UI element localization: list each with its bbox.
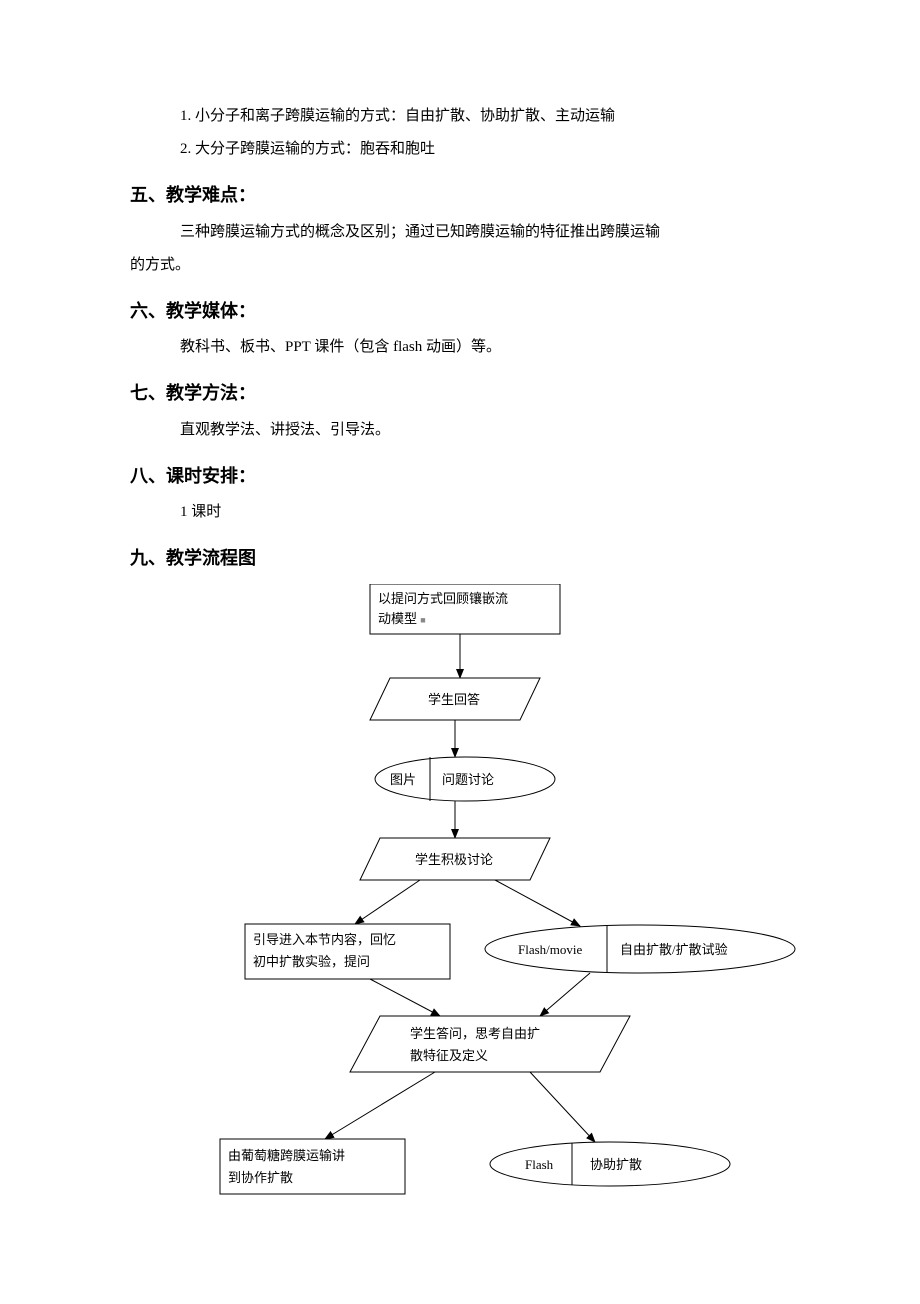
flow-node-7-line2: 散特征及定义	[410, 1048, 488, 1063]
flow-node-4-label: 学生积极讨论	[415, 852, 493, 867]
edge-7-8	[325, 1072, 435, 1139]
heading-difficulty: 五、教学难点：	[130, 176, 790, 216]
flow-node-9b-label: 协助扩散	[590, 1157, 642, 1172]
edge-7-9	[530, 1072, 595, 1142]
numbered-item-1: 1. 小分子和离子跨膜运输的方式：自由扩散、协助扩散、主动运输	[180, 100, 790, 133]
flow-node-5-line1: 引导进入本节内容，回忆	[253, 932, 396, 947]
flow-node-8-line1: 由葡萄糖跨膜运输讲	[228, 1148, 345, 1163]
flow-node-6b-label: 自由扩散/扩散试验	[620, 942, 728, 957]
flowchart-container: 以提问方式回顾镶嵌流 动模型 ■ 学生回答 图片 问题讨论 学生积极讨论 引导进…	[120, 584, 820, 1304]
flow-node-3b-label: 问题讨论	[442, 772, 494, 787]
heading-media: 六、教学媒体：	[130, 292, 790, 332]
body-method: 直观教学法、讲授法、引导法。	[180, 414, 790, 447]
flow-node-8-rect	[220, 1139, 405, 1194]
flow-node-3a-label: 图片	[390, 772, 416, 787]
flow-node-6-ellipse	[485, 925, 795, 973]
flow-node-1-line1: 以提问方式回顾镶嵌流	[378, 591, 508, 606]
flow-node-7	[350, 1016, 630, 1072]
heading-period: 八、课时安排：	[130, 457, 790, 497]
edge-5-7	[370, 979, 440, 1016]
flow-node-1-line2: 动模型 ■	[378, 611, 426, 626]
flow-node-8-line2: 到协作扩散	[228, 1170, 293, 1185]
flow-node-9-ellipse	[490, 1142, 730, 1186]
edge-6-7	[540, 973, 590, 1016]
body-period: 1 课时	[180, 496, 790, 529]
flow-node-7-line1: 学生答问，思考自由扩	[410, 1026, 540, 1041]
flow-node-4	[360, 838, 550, 880]
edge-4-5	[355, 880, 420, 924]
flow-node-5-rect	[245, 924, 450, 979]
flow-node-6a-label: Flash/movie	[518, 942, 583, 957]
body-difficulty-line1: 三种跨膜运输方式的概念及区别；通过已知跨膜运输的特征推出跨膜运输	[180, 216, 790, 249]
flow-node-2-label: 学生回答	[428, 692, 480, 707]
edge-4-6	[495, 880, 580, 926]
numbered-item-2: 2. 大分子跨膜运输的方式：胞吞和胞吐	[180, 133, 790, 166]
body-difficulty-line2: 的方式。	[130, 249, 790, 282]
flow-node-9a-label: Flash	[525, 1157, 554, 1172]
heading-method: 七、教学方法：	[130, 374, 790, 414]
heading-flowchart: 九、教学流程图	[130, 539, 790, 579]
flowchart-svg: 以提问方式回顾镶嵌流 动模型 ■ 学生回答 图片 问题讨论 学生积极讨论 引导进…	[120, 584, 820, 1304]
flow-node-5-line2: 初中扩散实验，提问	[253, 954, 370, 969]
body-media: 教科书、板书、PPT 课件（包含 flash 动画）等。	[180, 331, 790, 364]
flow-node-1-rect	[370, 584, 560, 634]
flow-node-3-ellipse	[375, 757, 555, 801]
flow-node-2	[370, 678, 540, 720]
